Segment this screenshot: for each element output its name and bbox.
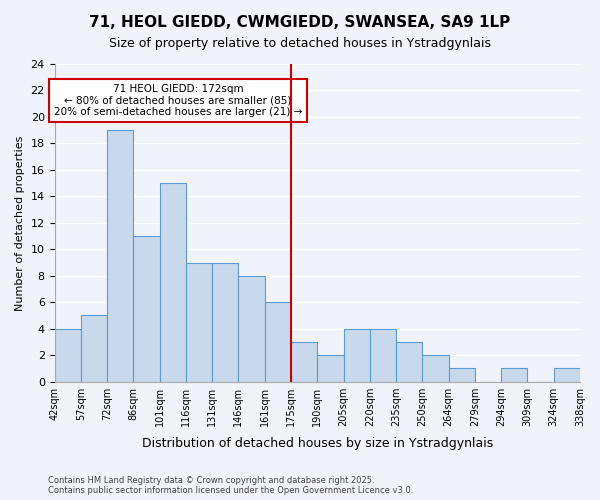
Bar	[422, 355, 449, 382]
Text: 71 HEOL GIEDD: 172sqm
← 80% of detached houses are smaller (85)
20% of semi-deta: 71 HEOL GIEDD: 172sqm ← 80% of detached …	[54, 84, 302, 117]
Bar	[55, 328, 81, 382]
Bar	[160, 183, 186, 382]
X-axis label: Distribution of detached houses by size in Ystradgynlais: Distribution of detached houses by size …	[142, 437, 493, 450]
Y-axis label: Number of detached properties: Number of detached properties	[15, 135, 25, 310]
Bar	[396, 342, 422, 382]
Bar	[133, 236, 160, 382]
Bar	[291, 342, 317, 382]
Bar	[370, 328, 396, 382]
Bar	[449, 368, 475, 382]
Bar	[81, 316, 107, 382]
Text: 71, HEOL GIEDD, CWMGIEDD, SWANSEA, SA9 1LP: 71, HEOL GIEDD, CWMGIEDD, SWANSEA, SA9 1…	[89, 15, 511, 30]
Text: Contains HM Land Registry data © Crown copyright and database right 2025.
Contai: Contains HM Land Registry data © Crown c…	[48, 476, 413, 495]
Bar	[265, 302, 291, 382]
Text: Size of property relative to detached houses in Ystradgynlais: Size of property relative to detached ho…	[109, 38, 491, 51]
Bar	[554, 368, 580, 382]
Bar	[501, 368, 527, 382]
Bar	[107, 130, 133, 382]
Bar	[317, 355, 344, 382]
Bar	[212, 262, 238, 382]
Bar	[344, 328, 370, 382]
Bar	[186, 262, 212, 382]
Bar	[238, 276, 265, 382]
